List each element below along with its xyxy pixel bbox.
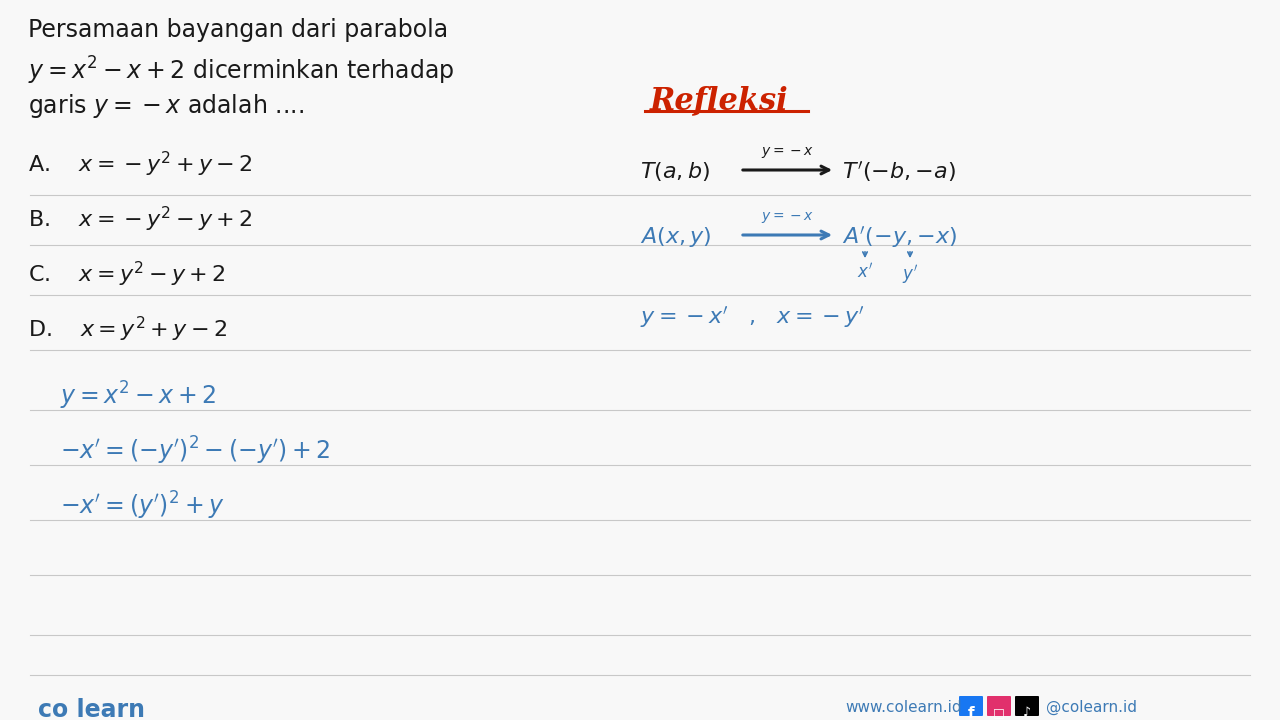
Text: ♪: ♪	[1023, 706, 1030, 719]
Text: @colearn.id: @colearn.id	[1046, 700, 1137, 715]
Text: co learn: co learn	[38, 698, 145, 720]
Text: Persamaan bayangan dari parabola: Persamaan bayangan dari parabola	[28, 18, 448, 42]
Text: $A'(-y,{-}x)$: $A'(-y,{-}x)$	[842, 225, 957, 251]
Text: $x'$: $x'$	[856, 263, 873, 282]
FancyBboxPatch shape	[959, 696, 983, 716]
Text: $y'$: $y'$	[902, 263, 918, 286]
Text: B.    $x = -y^2 - y + 2$: B. $x = -y^2 - y + 2$	[28, 205, 252, 234]
Text: C.    $x = y^2 - y + 2$: C. $x = y^2 - y + 2$	[28, 260, 225, 289]
Text: f: f	[968, 706, 974, 720]
Text: $y=-x$: $y=-x$	[762, 210, 814, 225]
Text: $y = -x'$   ,   $x = -y'$: $y = -x'$ , $x = -y'$	[640, 305, 865, 330]
Text: $y = x^2 - x + 2$: $y = x^2 - x + 2$	[60, 380, 216, 412]
Text: $A(x,y)$: $A(x,y)$	[640, 225, 712, 249]
Text: $y = x^2 - x + 2$ dicerminkan terhadap: $y = x^2 - x + 2$ dicerminkan terhadap	[28, 55, 454, 87]
Text: $-x' = (y')^2 + y$: $-x' = (y')^2 + y$	[60, 490, 225, 522]
Text: A.    $x = -y^2 + y - 2$: A. $x = -y^2 + y - 2$	[28, 150, 252, 179]
FancyBboxPatch shape	[1015, 696, 1039, 716]
Text: Refleksi: Refleksi	[650, 85, 788, 116]
Text: $y=-x$: $y=-x$	[762, 145, 814, 160]
Text: $T'(-b,{-}a)$: $T'(-b,{-}a)$	[842, 160, 956, 184]
Text: $T(a,b)$: $T(a,b)$	[640, 160, 710, 183]
Text: □: □	[993, 706, 1005, 719]
Text: D.    $x = y^2 + y - 2$: D. $x = y^2 + y - 2$	[28, 315, 228, 344]
FancyBboxPatch shape	[987, 696, 1011, 716]
Text: www.colearn.id: www.colearn.id	[845, 700, 961, 715]
Text: garis $y = -x$ adalah ....: garis $y = -x$ adalah ....	[28, 92, 303, 120]
Text: $-x' = (-y')^2 - (-y') + 2$: $-x' = (-y')^2 - (-y') + 2$	[60, 435, 330, 467]
